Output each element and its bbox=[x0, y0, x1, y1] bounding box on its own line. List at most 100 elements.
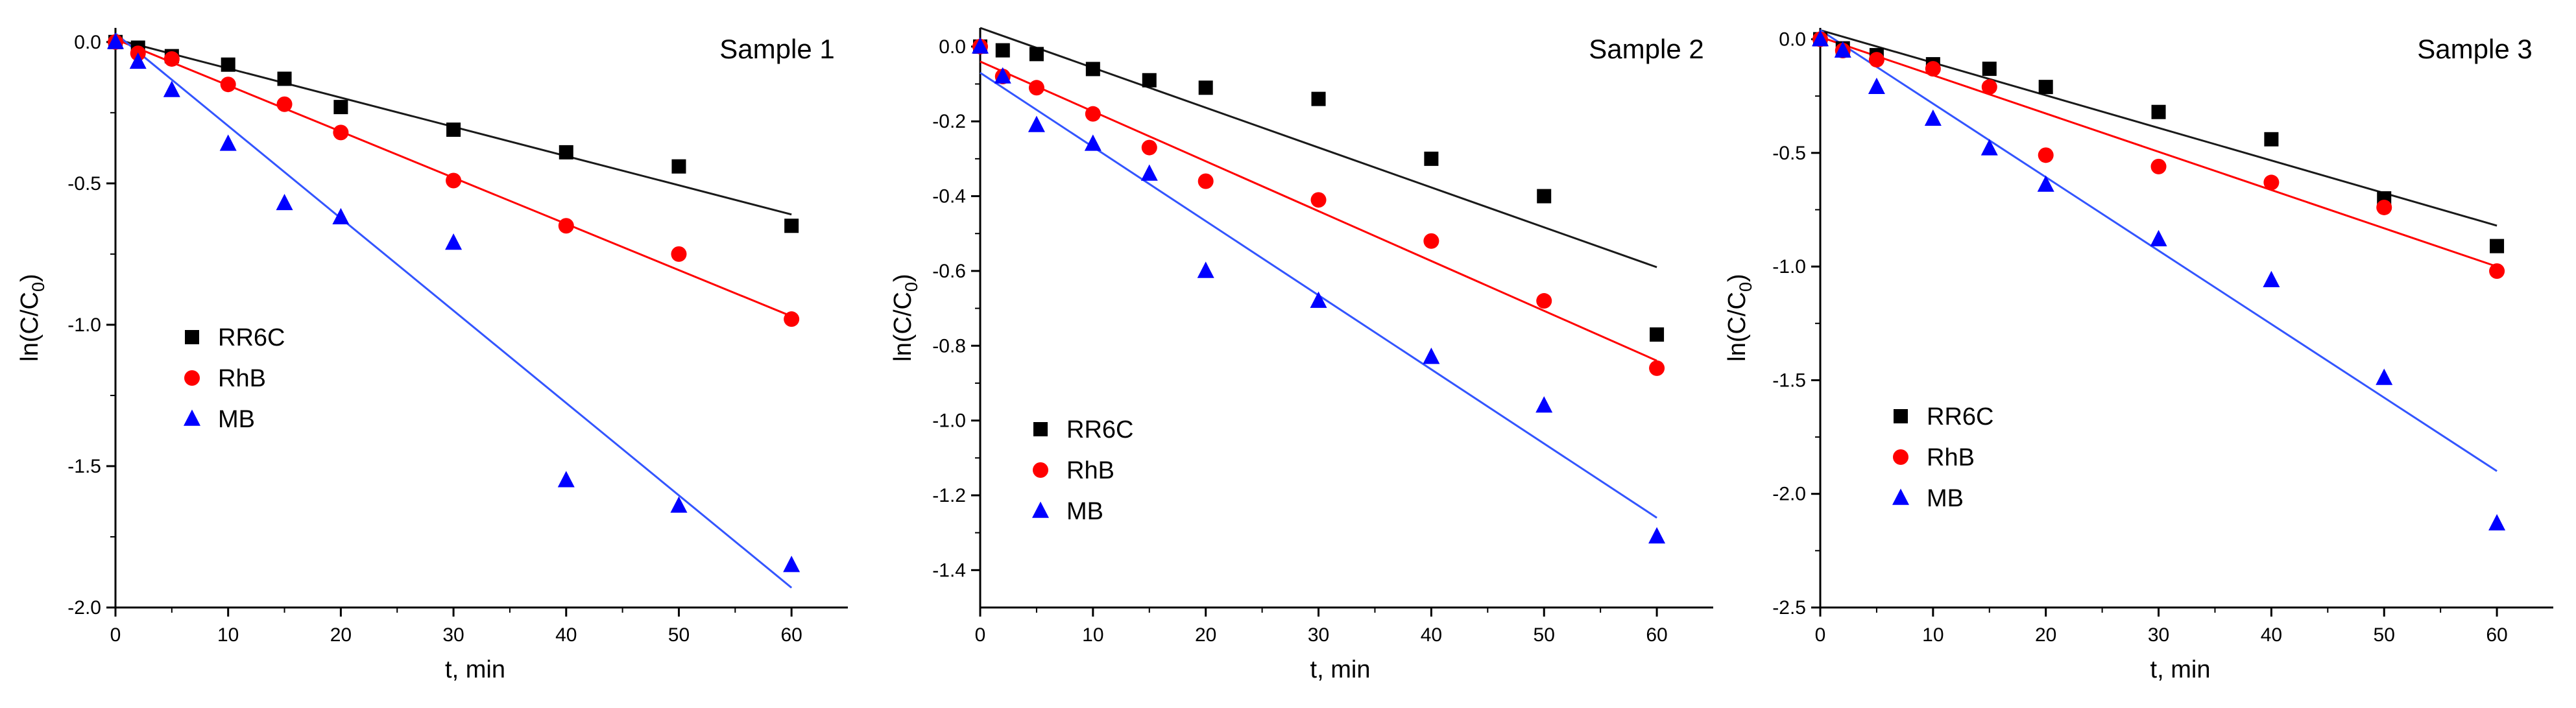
legend-label-mb: MB bbox=[1927, 485, 1964, 512]
data-point-rhb bbox=[1141, 139, 1157, 156]
data-point-rhb bbox=[1310, 192, 1327, 208]
y-tick-label: 0.0 bbox=[939, 36, 966, 58]
legend-marker-rhb bbox=[1893, 449, 1908, 465]
y-axis-title: ln(C/C0) bbox=[16, 274, 48, 361]
x-tick-label: 40 bbox=[555, 624, 577, 646]
y-tick-label: -2.0 bbox=[1772, 484, 1806, 505]
chart-panel-3: 0 10 20 30 40 50 60 -2.5 -2.0 -1.5 -1.0 -0.5 0.0 t, m… bbox=[1724, 28, 2553, 683]
legend-label-mb: MB bbox=[1066, 498, 1103, 525]
data-point-rhb bbox=[1423, 233, 1439, 249]
data-point-rhb bbox=[1085, 106, 1101, 122]
legend-marker-rhb bbox=[184, 370, 200, 386]
x-tick-label: 30 bbox=[1308, 624, 1329, 646]
data-point-rhb bbox=[1925, 61, 1941, 77]
data-point-rr6c bbox=[446, 122, 461, 137]
data-point-rr6c bbox=[1424, 151, 1439, 166]
y-tick-label: 0.0 bbox=[1779, 29, 1806, 51]
x-tick-label: 60 bbox=[2486, 624, 2507, 646]
y-tick-label: -1.2 bbox=[932, 485, 966, 506]
data-point-mb bbox=[332, 207, 350, 224]
data-point-mb bbox=[1197, 261, 1214, 278]
legend-label-rhb: RhB bbox=[1927, 444, 1975, 471]
panel-title: Sample 3 bbox=[2417, 34, 2532, 64]
x-tick-label: 30 bbox=[442, 624, 464, 646]
y-tick-label: -1.5 bbox=[1772, 370, 1806, 391]
legend-label-mb: MB bbox=[218, 406, 255, 433]
x-tick-label: 20 bbox=[2035, 624, 2056, 646]
y-tick-label: -2.5 bbox=[1772, 597, 1806, 619]
data-point-mb bbox=[557, 471, 575, 488]
data-point-rr6c bbox=[1311, 91, 1326, 106]
x-tick-label: 20 bbox=[1195, 624, 1216, 646]
x-tick-label: 50 bbox=[1534, 624, 1555, 646]
x-tick-label: 60 bbox=[780, 624, 802, 646]
data-point-rhb bbox=[2038, 147, 2054, 163]
data-point-rhb bbox=[446, 172, 462, 189]
data-point-mb bbox=[1812, 30, 1829, 47]
data-point-mb bbox=[219, 134, 237, 151]
x-tick-label: 50 bbox=[2374, 624, 2395, 646]
x-tick-label: 40 bbox=[1421, 624, 1442, 646]
data-point-rr6c bbox=[1650, 327, 1665, 342]
data-point-rhb bbox=[2489, 263, 2505, 279]
data-point-mb bbox=[1648, 527, 1666, 544]
data-point-rhb bbox=[1981, 79, 1997, 95]
y-tick-label: -0.8 bbox=[932, 335, 966, 357]
data-point-rr6c bbox=[2151, 104, 2166, 119]
data-point-mb bbox=[2376, 368, 2393, 385]
data-point-mb bbox=[1834, 41, 1851, 58]
panel-title: Sample 1 bbox=[719, 34, 834, 64]
data-point-rr6c bbox=[559, 145, 573, 159]
data-point-mb bbox=[1980, 139, 1998, 156]
data-point-rhb bbox=[2376, 199, 2392, 215]
y-tick-label: -2.0 bbox=[67, 597, 101, 619]
data-point-mb bbox=[1868, 77, 1885, 94]
legend-marker-rr6c bbox=[185, 330, 199, 344]
data-point-mb bbox=[783, 556, 800, 572]
data-point-rr6c bbox=[671, 159, 686, 174]
legend-label-rhb: RhB bbox=[218, 365, 266, 392]
x-tick-label: 50 bbox=[668, 624, 690, 646]
y-tick-label: -0.6 bbox=[932, 261, 966, 282]
x-tick-label: 0 bbox=[975, 624, 986, 646]
x-tick-label: 20 bbox=[330, 624, 352, 646]
data-point-rhb bbox=[163, 51, 180, 67]
fit-line-rr6c bbox=[980, 27, 1657, 268]
x-tick-label: 30 bbox=[2148, 624, 2169, 646]
data-point-rhb bbox=[276, 96, 293, 112]
y-tick-label: -1.0 bbox=[932, 410, 966, 432]
y-axis-title: ln(C/C0) bbox=[889, 274, 921, 361]
data-point-rr6c bbox=[1085, 62, 1100, 77]
y-tick-label: -1.4 bbox=[932, 560, 966, 581]
data-point-mb bbox=[129, 52, 147, 69]
legend-label-rr6c: RR6C bbox=[218, 324, 285, 351]
y-tick-label: -0.5 bbox=[1772, 143, 1806, 164]
x-tick-label: 10 bbox=[1082, 624, 1103, 646]
legend-marker-rr6c bbox=[1033, 422, 1048, 436]
data-point-rr6c bbox=[1142, 73, 1157, 88]
data-point-rr6c bbox=[995, 43, 1010, 58]
data-point-mb bbox=[994, 67, 1011, 84]
data-point-rr6c bbox=[333, 100, 348, 115]
fit-line-rr6c bbox=[1820, 29, 2498, 227]
x-tick-label: 60 bbox=[1646, 624, 1667, 646]
data-point-mb bbox=[1028, 115, 1045, 132]
legend-label-rr6c: RR6C bbox=[1927, 403, 1993, 431]
data-point-rhb bbox=[1198, 173, 1214, 189]
x-axis-title: t, min bbox=[2150, 656, 2211, 683]
data-point-rhb bbox=[2150, 158, 2167, 174]
legend-marker-mb bbox=[1032, 501, 1049, 518]
y-tick-label: -1.0 bbox=[67, 314, 101, 336]
fit-line-mb bbox=[115, 32, 793, 589]
data-point-mb bbox=[2150, 230, 2167, 246]
data-point-rr6c bbox=[2264, 132, 2279, 147]
y-tick-label: -1.0 bbox=[1772, 256, 1806, 277]
data-point-rhb bbox=[1536, 293, 1552, 309]
data-point-mb bbox=[445, 233, 463, 250]
data-point-rhb bbox=[220, 77, 236, 93]
data-point-mb bbox=[1423, 348, 1440, 364]
data-point-rhb bbox=[784, 311, 800, 327]
legend-marker-mb bbox=[184, 409, 200, 426]
legend-marker-mb bbox=[1892, 488, 1909, 505]
y-axis-title: ln(C/C0) bbox=[1724, 274, 1755, 361]
